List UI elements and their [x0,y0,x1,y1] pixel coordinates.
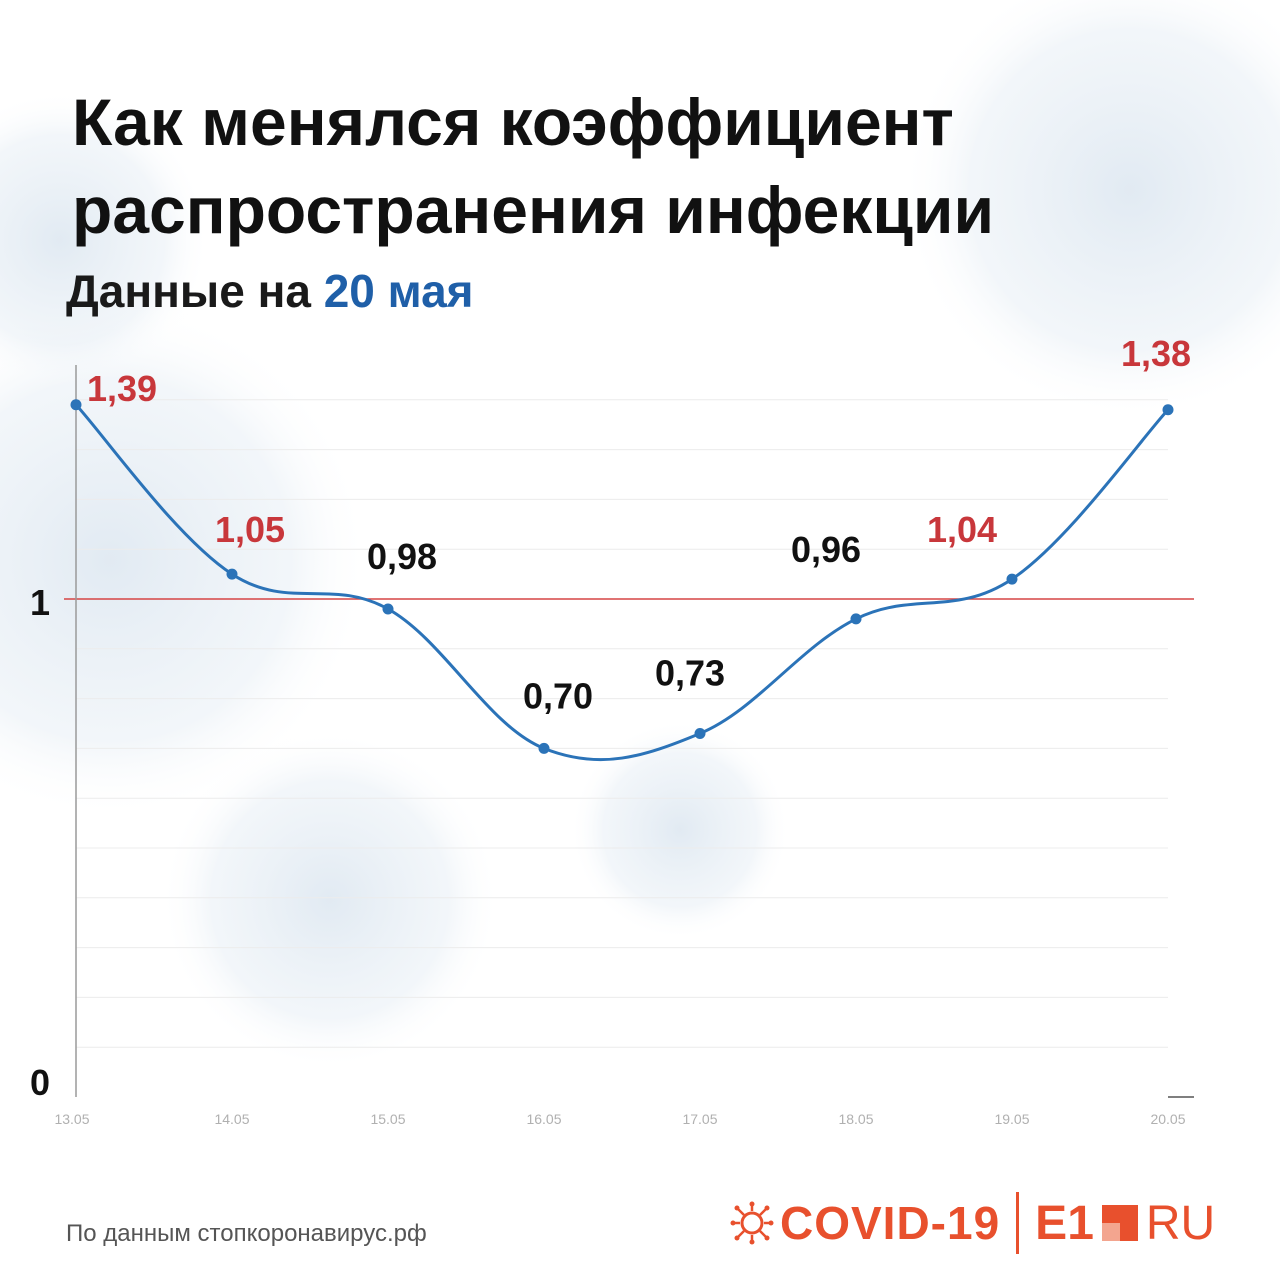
source-note: По данным стопкоронавирус.рф [66,1220,427,1247]
data-label: 1,04 [927,509,997,550]
y-tick-label: 0 [30,1062,50,1103]
y-tick-label: 1 [30,582,50,623]
data-point [850,613,862,625]
brand-logo: COVID-19 E1 RU [730,1186,1215,1260]
x-tick-label: 15.05 [370,1111,405,1127]
data-label: 0,73 [655,652,725,693]
data-label: 0,96 [791,529,861,570]
data-point [70,399,82,411]
series-line [74,403,1170,762]
brand-covid: COVID-19 [780,1197,1001,1249]
brand-divider [1016,1192,1020,1254]
data-point [694,727,706,739]
x-tick-label: 17.05 [682,1111,717,1127]
data-labels: 1,39 1,05 0,98 0,70 0,73 0,96 1,04 1,38 [87,333,1191,717]
subtitle-date: 20 мая [323,265,474,317]
data-point [382,603,394,615]
title-line-1: Как менялся коэффициент [72,85,954,159]
data-label: 0,70 [523,675,593,716]
axes: 0 1 13.05 14.05 15.05 16.05 17.05 18.05 19.05 20.… [30,365,1194,1127]
brand-e1: E1 [1035,1196,1094,1250]
data-label: 1,05 [215,509,285,550]
data-label: 1,39 [87,368,157,409]
series-line-group [74,403,1170,762]
x-tick-label: 16.05 [526,1111,561,1127]
gridlines [76,399,1168,1048]
data-point [1006,573,1018,585]
brand-ru: RU [1145,1196,1216,1250]
title-line-2: распространения инфекции [72,173,995,247]
x-tick-label: 18.05 [838,1111,873,1127]
x-tick-label: 13.05 [54,1111,89,1127]
data-label: 0,98 [367,536,437,577]
data-label: 1,38 [1121,333,1191,374]
data-point [538,742,550,754]
data-point [1162,404,1174,416]
x-tick-label: 19.05 [994,1111,1029,1127]
x-tick-label: 20.05 [1150,1111,1185,1127]
virus-icon [730,1201,774,1245]
data-point [226,568,238,580]
brand-square-icon [1101,1205,1138,1241]
subtitle-prefix: Данные на [66,265,311,317]
chart-subtitle: Данные на 20 мая [66,264,474,318]
chart-title: Как менялся коэффициент распространения … [72,78,1222,254]
data-points [70,399,1174,754]
x-tick-label: 14.05 [214,1111,249,1127]
